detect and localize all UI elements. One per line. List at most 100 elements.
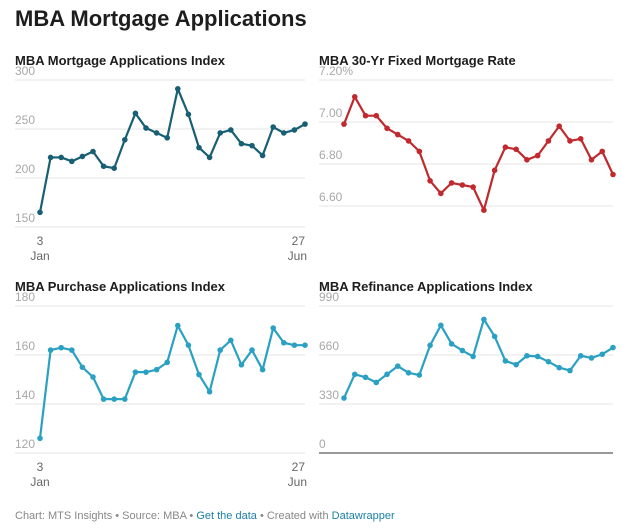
data-point — [341, 395, 347, 401]
data-point — [111, 165, 117, 171]
data-point — [58, 344, 64, 351]
data-point — [164, 359, 170, 366]
series-line — [342, 318, 615, 400]
y-tick-label: 660 — [319, 339, 339, 353]
data-point — [37, 209, 43, 216]
fixed-rate-chart: 6.60 6.80 7.00 7.20% — [319, 64, 616, 213]
data-point — [153, 366, 160, 373]
x-tick-label: Jun — [288, 249, 307, 263]
data-point — [502, 358, 509, 364]
data-point — [249, 347, 255, 353]
data-point — [459, 182, 466, 188]
data-point — [416, 148, 423, 155]
x-tick-label: 3 — [37, 460, 44, 474]
data-point — [217, 347, 223, 353]
data-point — [534, 152, 541, 159]
data-point — [524, 157, 530, 163]
data-point — [302, 342, 308, 348]
data-point — [270, 325, 276, 331]
data-point — [175, 322, 181, 329]
data-point — [481, 316, 487, 323]
data-point — [238, 362, 245, 368]
data-point — [362, 112, 369, 119]
data-point — [217, 130, 223, 136]
y-tick-label: 330 — [319, 388, 339, 402]
data-point — [196, 371, 202, 378]
data-point — [259, 152, 266, 159]
data-point — [132, 369, 139, 375]
data-point — [153, 130, 160, 136]
data-point — [100, 163, 107, 170]
series-line — [342, 95, 615, 212]
data-point — [513, 146, 519, 153]
y-tick-label: 200 — [15, 162, 35, 176]
refinance-index-chart: 0 330 660 990 — [319, 290, 616, 454]
x-tick-label: Jan — [30, 249, 49, 263]
data-point — [373, 112, 380, 119]
panel-title: MBA Mortgage Applications Index — [15, 53, 225, 68]
data-point — [491, 167, 498, 174]
data-point — [228, 127, 234, 133]
data-point — [491, 333, 498, 340]
data-point — [341, 121, 347, 127]
x-tick-label: Jun — [288, 475, 307, 489]
data-point — [122, 396, 128, 402]
data-point — [610, 344, 616, 351]
data-point — [405, 370, 412, 376]
data-point — [351, 371, 358, 378]
y-tick-label: 6.60 — [319, 190, 343, 204]
footer-chart-credit: Chart: MTS Insights — [15, 510, 113, 522]
data-point — [427, 342, 433, 349]
data-point — [185, 111, 192, 118]
data-point — [69, 158, 75, 165]
panel-title: MBA 30-Yr Fixed Mortgage Rate — [319, 53, 516, 68]
page-title: MBA Mortgage Applications — [15, 6, 307, 31]
data-point — [384, 125, 390, 132]
data-point — [164, 135, 170, 141]
y-tick-label: 160 — [15, 339, 35, 353]
data-point — [610, 171, 616, 178]
y-tick-label: 7.00 — [319, 106, 343, 120]
data-point — [90, 148, 96, 155]
data-point — [37, 435, 43, 442]
data-point — [228, 337, 234, 344]
data-point — [545, 138, 552, 144]
data-point — [384, 371, 390, 378]
data-point — [122, 136, 128, 143]
data-point — [470, 353, 476, 360]
data-point — [395, 363, 401, 369]
get-the-data-link[interactable]: Get the data — [196, 510, 257, 522]
y-tick-label: 120 — [15, 437, 35, 451]
footer-separator: • — [256, 510, 267, 522]
data-point — [58, 154, 64, 161]
data-point — [502, 144, 509, 150]
data-point — [206, 154, 213, 161]
y-tick-label: 300 — [15, 64, 35, 78]
datawrapper-link[interactable]: Datawrapper — [331, 510, 395, 522]
footer-separator: • — [186, 510, 197, 522]
data-point — [302, 121, 308, 127]
data-point — [459, 347, 466, 354]
data-point — [47, 154, 54, 161]
data-point — [438, 322, 444, 329]
data-point — [588, 355, 595, 361]
data-point — [405, 138, 412, 144]
data-point — [185, 342, 192, 348]
y-tick-label: 150 — [15, 211, 35, 225]
data-point — [249, 142, 255, 149]
x-tick-label: Jan — [30, 475, 49, 489]
data-point — [373, 379, 380, 386]
data-point — [270, 124, 276, 130]
data-point — [259, 366, 266, 373]
y-tick-label: 140 — [15, 388, 35, 402]
data-point — [588, 157, 595, 163]
y-tick-label: 250 — [15, 113, 35, 127]
data-point — [577, 136, 584, 142]
data-point — [47, 347, 54, 353]
data-point — [556, 364, 562, 371]
data-point — [175, 86, 181, 92]
data-point — [599, 351, 606, 358]
